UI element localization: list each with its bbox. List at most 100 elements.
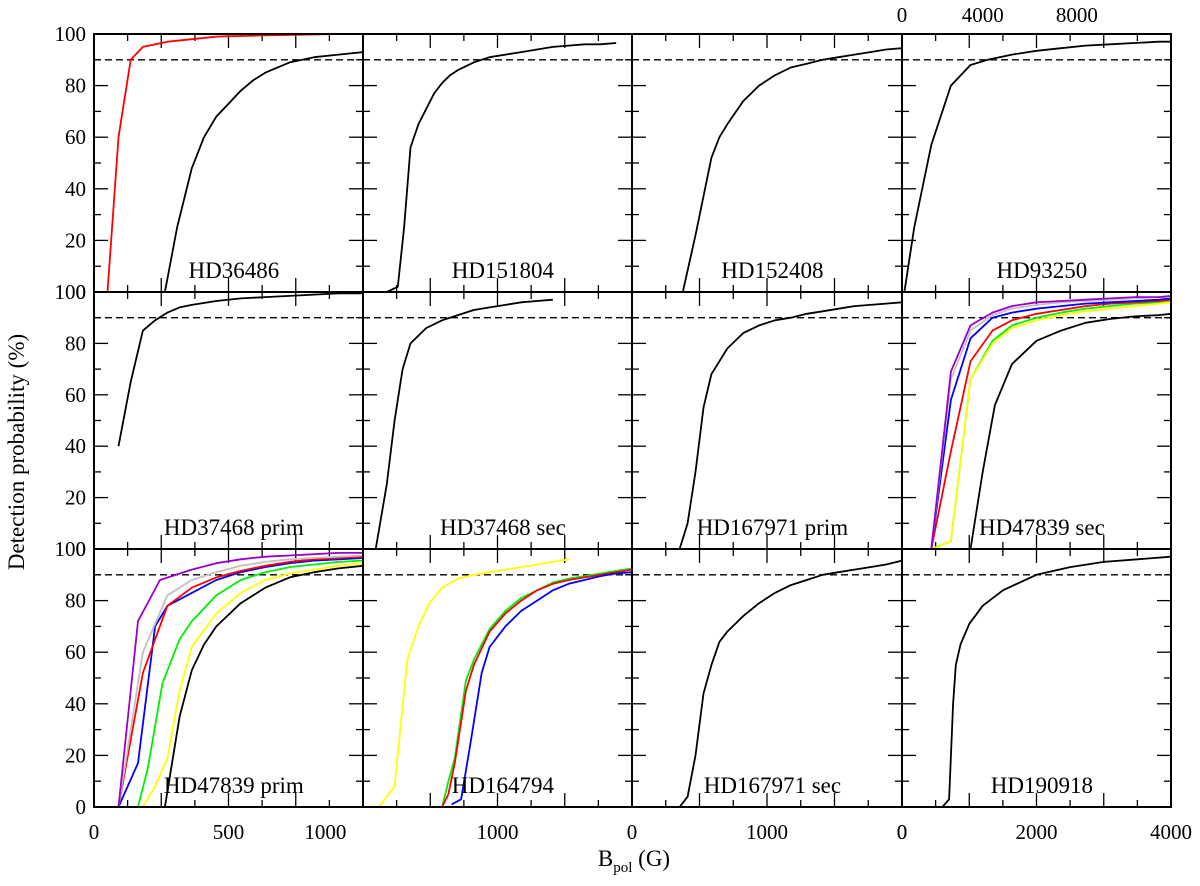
panel-label: HD47839 prim <box>164 773 304 798</box>
y-tick-label: 40 <box>65 177 86 201</box>
y-tick-label: 0 <box>76 280 87 304</box>
y-tick-label: 20 <box>65 486 86 510</box>
series-line-4 <box>930 298 1172 550</box>
series-line-1 <box>678 559 903 808</box>
panel-frame <box>93 291 364 550</box>
series-line-3 <box>441 568 633 808</box>
series-line-1 <box>164 564 364 808</box>
y-tick-label: 40 <box>65 434 86 458</box>
panel-hd47839-sec: HD47839 sec <box>901 291 1172 550</box>
series-line-1 <box>969 312 1172 550</box>
series-line-1 <box>378 558 569 808</box>
panel-hd37468-prim: HD37468 prim 0 20 40 60 80 100 <box>55 280 364 561</box>
panel-label: HD36486 <box>189 258 280 283</box>
y-tick-label: 80 <box>65 589 86 613</box>
series-line-3 <box>137 559 364 808</box>
series-line-2 <box>164 51 364 293</box>
series-line-3 <box>930 301 1172 550</box>
panel-frame <box>901 548 1172 808</box>
panel-label: HD37468 sec <box>440 515 566 540</box>
y-tick-label: 80 <box>65 74 86 98</box>
series-line-6 <box>930 296 1171 550</box>
y-tick-label: 0 <box>76 795 87 819</box>
x-tick-label: 2000 <box>1016 820 1058 844</box>
panel-frame <box>362 548 633 808</box>
series-line-1 <box>678 301 903 550</box>
x-tick-label: 0 <box>897 820 908 844</box>
panel-hd167971-sec: HD167971 sec <box>631 548 903 808</box>
panel-frame <box>631 291 903 550</box>
series-line-7 <box>117 552 363 808</box>
y-tick-label: 60 <box>65 125 86 149</box>
panel-hd37468-sec: HD37468 sec <box>362 291 633 550</box>
panel-grid: HD36486 0 20 40 60 80 100 HD151804 HD152408 HD932… <box>55 3 1193 844</box>
series-line-6 <box>117 554 364 808</box>
panel-label: HD151804 <box>452 258 555 283</box>
panel-hd151804: HD151804 <box>362 33 633 293</box>
y-tick-label: 100 <box>55 22 87 46</box>
y-tick-label: 60 <box>65 383 86 407</box>
series-line-5 <box>930 297 1172 550</box>
panel-hd164794: HD164794 <box>362 548 633 808</box>
x-axis-title: Bpol (G) <box>598 846 670 876</box>
x-tick-label: 4000 <box>1150 820 1192 844</box>
series-line-1 <box>106 33 339 293</box>
series-line-1 <box>386 42 617 293</box>
panel-frame <box>93 33 364 293</box>
x-tick-label: 0 <box>897 820 908 844</box>
panel-hd47839-prim: HD47839 prim 0 20 40 60 80 100 <box>55 537 364 819</box>
series-line-1 <box>117 292 363 447</box>
series-line-2 <box>441 567 633 808</box>
panel-label: HD167971 sec <box>704 773 841 798</box>
y-tick-label: 100 <box>55 280 87 304</box>
y-axis-title: Detection probability (%) <box>4 334 29 570</box>
panel-frame <box>631 33 903 293</box>
top-x-tick-label: 4000 <box>962 3 1004 27</box>
y-tick-label: 0 <box>76 537 87 561</box>
x-axis-title-unit: (G) <box>632 846 670 871</box>
panel-hd36486: HD36486 0 20 40 60 80 100 <box>55 22 364 304</box>
x-tick-label: 1000 <box>477 820 519 844</box>
panel-label: HD152408 <box>721 258 823 283</box>
series-line-1 <box>374 298 553 550</box>
y-tick-label: 20 <box>65 228 86 252</box>
panel-label: HD164794 <box>452 773 555 798</box>
panel-hd93250: HD93250 <box>901 33 1172 293</box>
panel-frame <box>901 291 1172 550</box>
panel-label: HD93250 <box>997 258 1088 283</box>
x-tick-label: 1000 <box>746 820 788 844</box>
panel-frame <box>362 291 633 550</box>
top-x-tick-label: 0 <box>897 3 908 27</box>
series-line-4 <box>117 557 364 808</box>
x-tick-label: 0 <box>627 820 638 844</box>
panel-hd190918: HD190918 <box>901 548 1172 808</box>
series-line-1 <box>941 555 1172 808</box>
x-tick-label: 1000 <box>304 820 346 844</box>
y-tick-label: 80 <box>65 331 86 355</box>
panel-frame <box>631 548 903 808</box>
x-tick-label: 0 <box>89 820 100 844</box>
panel-hd152408: HD152408 <box>631 33 903 293</box>
x-axis-title-subscript: pol <box>613 860 632 876</box>
series-line-7 <box>930 295 1172 550</box>
series-line-1 <box>903 40 1171 293</box>
series-line-4 <box>451 571 633 806</box>
x-tick-label: 500 <box>213 820 245 844</box>
panel-label: HD167971 prim <box>697 515 849 540</box>
panel-label: HD47839 sec <box>979 515 1105 540</box>
panel-label: HD37468 prim <box>164 515 304 540</box>
panel-frame <box>362 33 633 293</box>
y-tick-label: 60 <box>65 640 86 664</box>
panel-hd167971-prim: HD167971 prim <box>631 291 903 550</box>
series-line-5 <box>117 555 364 808</box>
y-tick-label: 20 <box>65 743 86 767</box>
x-axis-title-main: B <box>598 846 613 871</box>
series-line-2 <box>142 562 364 808</box>
panel-frame <box>901 33 1172 293</box>
top-x-tick-label: 8000 <box>1056 3 1098 27</box>
panel-label: HD190918 <box>991 773 1093 798</box>
series-line-1 <box>681 47 903 293</box>
y-tick-label: 100 <box>55 537 87 561</box>
y-tick-label: 40 <box>65 692 86 716</box>
